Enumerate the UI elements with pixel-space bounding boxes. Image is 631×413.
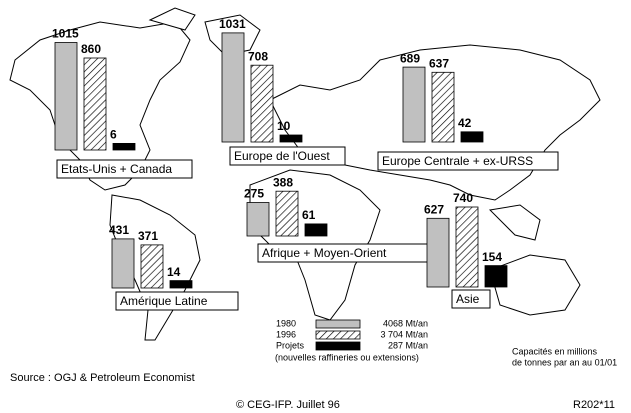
bar	[83, 57, 107, 151]
note: Capacités en millions	[512, 346, 598, 356]
bar	[484, 265, 508, 288]
region-label: Europe Centrale + ex-URSS	[382, 154, 533, 168]
legend-total: 3 704 Mt/an	[380, 329, 428, 339]
bar	[431, 71, 455, 143]
region-box	[451, 289, 491, 309]
source: Source : OGJ & Petroleum Economist	[10, 372, 195, 384]
legend-total: 4068 Mt/an	[383, 318, 428, 328]
legend-total: 287 Mt/an	[388, 340, 428, 350]
bar	[460, 131, 484, 143]
bar	[221, 32, 245, 143]
value-label: 740	[453, 191, 473, 205]
value-label: 860	[81, 42, 101, 56]
legend: 1980 4068 Mt/an 1996 3 704 Mt/an Projets 287 …	[275, 318, 428, 362]
bar	[140, 244, 164, 289]
value-label: 1015	[52, 27, 79, 41]
bar	[250, 64, 274, 143]
value-label: 275	[244, 187, 264, 201]
legend-label: 1996	[276, 329, 296, 339]
value-label: 431	[109, 223, 129, 237]
bar	[426, 217, 450, 288]
region-box	[56, 159, 193, 179]
value-label: 627	[424, 202, 444, 216]
bar	[279, 134, 303, 143]
value-label: 1031	[219, 17, 246, 31]
legend-swatch	[315, 341, 361, 351]
bar	[54, 42, 78, 151]
copyright: © CEG-IFP. Juillet 96	[236, 399, 340, 411]
legend-label: 1980	[276, 318, 296, 328]
bar	[169, 280, 193, 289]
legend-label: Projets	[276, 340, 305, 350]
bar	[402, 66, 426, 143]
reference: R202*11	[573, 399, 615, 411]
value-label: 10	[277, 119, 291, 133]
note: de tonnes par an au 01/01	[512, 357, 617, 367]
value-label: 14	[167, 265, 181, 279]
value-label: 708	[248, 49, 268, 63]
value-label: 637	[429, 56, 449, 70]
value-label: 6	[110, 128, 117, 142]
region-label: Afrique + Moyen-Orient	[262, 246, 387, 260]
value-label: 61	[302, 208, 316, 222]
value-label: 689	[400, 51, 420, 65]
region-label: Etats-Unis + Canada	[61, 162, 172, 176]
value-label: 42	[458, 116, 472, 130]
value-label: 388	[273, 175, 293, 189]
value-label: 154	[482, 250, 502, 264]
legend-note: (nouvelles raffineries ou extensions)	[275, 352, 419, 362]
bar	[111, 238, 135, 289]
value-label: 371	[138, 229, 158, 243]
bar	[455, 206, 479, 288]
bar	[246, 202, 270, 237]
region-box	[377, 151, 559, 171]
bar	[112, 142, 136, 151]
region-box	[115, 291, 239, 311]
legend-swatch	[315, 319, 361, 329]
region-label: Amérique Latine	[120, 294, 208, 308]
bar	[304, 223, 328, 237]
region-label: Asie	[456, 292, 480, 306]
bar	[275, 190, 299, 237]
legend-swatch	[315, 330, 361, 340]
region-box	[229, 146, 346, 166]
region-label: Europe de l'Ouest	[234, 149, 330, 163]
